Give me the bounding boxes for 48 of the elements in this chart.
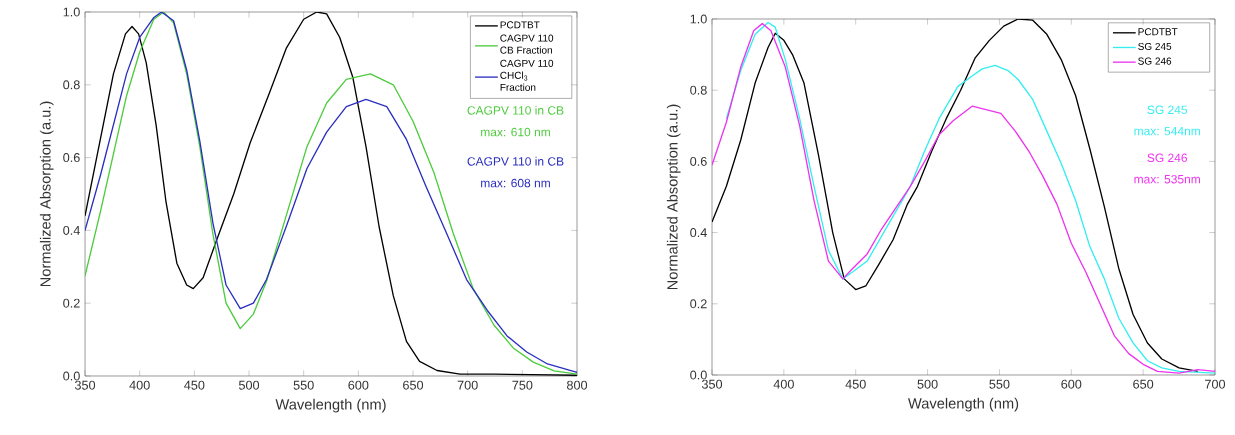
x-tick-label: 600 [1061, 379, 1082, 389]
x-tick-label: 600 [348, 380, 369, 390]
y-tick-label: 1.0 [63, 7, 80, 17]
x-axis-title: Wavelength (nm) [275, 398, 386, 413]
annotation: max: 610 nm [481, 127, 550, 137]
x-tick-label: 650 [1133, 379, 1154, 389]
y-tick-label: 0.0 [690, 370, 707, 380]
x-tick-label: 800 [566, 380, 588, 390]
x-tick-label: 750 [512, 380, 533, 390]
annotation: SG 245 [1147, 105, 1188, 115]
y-tick-label: 0.2 [690, 299, 707, 309]
y-axis-title: Normalized Absorption (a.u.) [666, 104, 681, 290]
x-tick-label: 450 [184, 380, 205, 390]
annotation: SG 246 [1147, 153, 1188, 163]
y-tick-label: 0.4 [690, 228, 707, 238]
legend-label: CAGPV 110 CB Fraction [500, 34, 554, 54]
x-tick-label: 350 [74, 380, 96, 390]
x-tick-label: 400 [773, 379, 794, 389]
x-tick-label: 550 [293, 380, 314, 390]
x-tick-label: 700 [1205, 379, 1226, 389]
y-tick-label: 0.6 [63, 153, 80, 163]
y-tick-label: 0.8 [690, 85, 707, 95]
y-tick-label: 0.0 [63, 371, 80, 381]
annotation: CAGPV 110 in CB [467, 156, 564, 166]
legend-label: SG 246 [1138, 57, 1172, 65]
x-tick-label: 350 [701, 379, 723, 389]
x-tick-label: 700 [457, 380, 478, 390]
annotation: max: 608 nm [481, 178, 550, 188]
y-tick-label: 1.0 [690, 14, 707, 24]
legend-label: PCDTBT [500, 21, 540, 29]
x-axis-title: Wavelength (nm) [908, 397, 1019, 412]
x-tick-label: 450 [845, 379, 866, 389]
x-tick-label: 400 [129, 380, 150, 390]
y-tick-label: 0.8 [63, 80, 80, 90]
annotation: max: 544nm [1134, 126, 1200, 136]
legend-label: CAGPV 110 CHCl$_{3}$ Fraction [500, 59, 554, 91]
y-axis-title: Normalized Absorption (a.u.) [39, 101, 54, 287]
x-tick-label: 650 [403, 380, 424, 390]
annotation: CAGPV 110 in CB [467, 105, 564, 115]
x-tick-label: 500 [917, 379, 938, 389]
x-tick-label: 550 [989, 379, 1010, 389]
annotation: max: 535nm [1134, 174, 1200, 184]
legend-label: PCDTBT [1138, 28, 1178, 36]
y-tick-label: 0.2 [63, 298, 80, 308]
y-tick-label: 0.4 [63, 225, 80, 235]
legend-label: SG 245 [1138, 42, 1172, 50]
y-tick-label: 0.6 [690, 156, 707, 166]
x-tick-label: 500 [238, 380, 260, 390]
